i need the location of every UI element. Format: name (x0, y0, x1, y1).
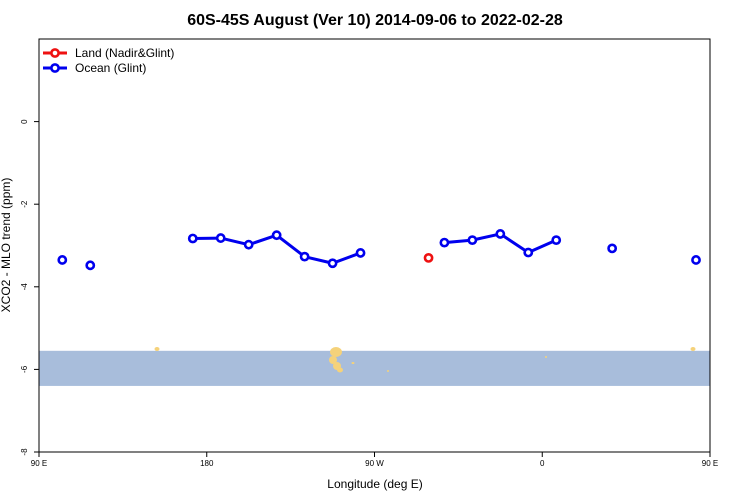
data-point (551, 235, 562, 246)
land-shape (329, 356, 337, 364)
data-point (85, 260, 96, 271)
land-shape (337, 367, 343, 373)
land-shape (330, 347, 342, 357)
data-point (423, 252, 434, 263)
y-tick-label: -8 (20, 448, 29, 456)
data-point (57, 255, 68, 265)
data-point (187, 233, 198, 244)
legend-marker (50, 63, 60, 73)
legend-label: Ocean (Glint) (75, 61, 146, 75)
data-point (523, 247, 534, 258)
x-tick-label: 90 E (702, 459, 718, 468)
x-tick-label: 90 E (31, 459, 47, 468)
data-point (299, 251, 310, 262)
data-point (271, 230, 282, 241)
data-point (215, 233, 226, 243)
land-shape (154, 347, 160, 351)
land-shape (387, 370, 389, 372)
data-point (607, 243, 618, 254)
plot-area: 90 E 180 90 W 0 90 E 0 -2 -4 -6 -8 Land (Nadir&Gli… (20, 38, 718, 468)
x-tick-label: 0 (540, 459, 545, 468)
data-point (439, 237, 450, 248)
land-shape (690, 347, 696, 351)
land-shape (351, 362, 355, 364)
y-tick-label: 0 (20, 119, 29, 124)
y-tick-label: -2 (20, 200, 29, 208)
y-tick-label: -6 (20, 365, 29, 373)
legend-label: Land (Nadir&Glint) (75, 46, 174, 60)
map-band (39, 350, 710, 386)
chart-title: 60S-45S August (Ver 10) 2014-09-06 to 20… (187, 12, 563, 29)
legend-marker (50, 48, 60, 58)
data-point (691, 255, 701, 265)
x-tick-label: 90 W (365, 459, 384, 468)
data-point (355, 248, 366, 258)
data-point (467, 235, 478, 246)
x-axis-label: Longitude (deg E) (327, 477, 422, 491)
data-point (495, 229, 506, 239)
y-tick-label: -4 (20, 283, 29, 291)
x-tick-label: 180 (200, 459, 214, 468)
data-point (327, 258, 338, 269)
land-shape (545, 356, 547, 358)
y-axis-label: XCO2 - MLO trend (ppm) (0, 178, 13, 313)
data-point (243, 239, 254, 250)
